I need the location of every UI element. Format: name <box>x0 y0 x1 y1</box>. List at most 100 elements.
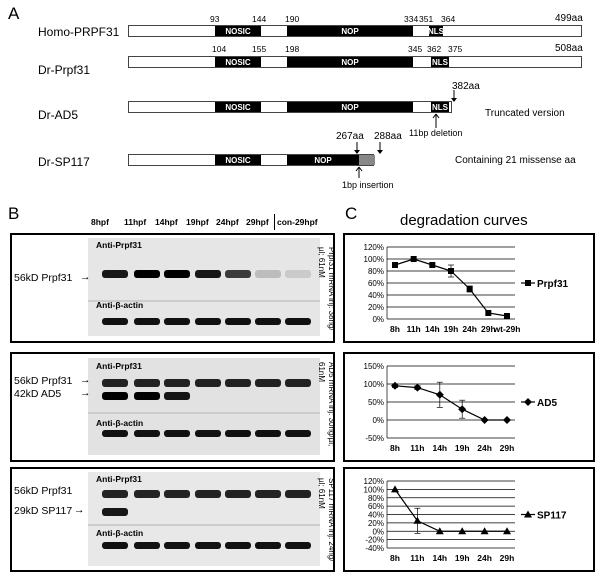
blot-band <box>225 270 251 278</box>
y-tick-label: -40% <box>365 544 384 553</box>
data-point <box>413 383 422 392</box>
y-tick-label: 60% <box>368 279 384 288</box>
x-tick-label: 11h <box>407 324 421 334</box>
blot-band <box>285 379 311 387</box>
blot-band <box>164 392 190 400</box>
legend-marker <box>524 510 532 518</box>
blot-band <box>102 270 128 278</box>
nop-domain: NOP <box>287 155 359 165</box>
data-point <box>448 268 454 274</box>
x-tick-label: 8h <box>390 443 400 453</box>
y-tick-label: 0% <box>372 527 384 536</box>
protein-length: 508aa <box>555 43 583 54</box>
degradation-chart-ad5: -50% 0% 50% 100% 150% 8h 11h 14h 19h 24h 29h AD5 <box>364 362 558 453</box>
blot-band <box>134 392 160 400</box>
legend-marker <box>525 280 531 286</box>
antibody-label: Anti-Prpf31 <box>96 361 142 371</box>
actin-band <box>102 542 128 549</box>
frameshift-position: 267aa <box>336 131 364 142</box>
band-arrow: → <box>80 374 91 386</box>
injection-note: Prpf31 mRNA inj: 38ng/µl; 61nM <box>316 247 336 337</box>
injection-note: AD5 mRNA inj: 30ng/µl; 61nM <box>316 362 336 452</box>
injection-note-text: Prpf31 mRNA inj: 38ng/µl; 61nM <box>317 247 336 331</box>
data-line <box>394 385 507 421</box>
y-tick-label: -20% <box>365 536 384 545</box>
blot-band <box>164 379 190 387</box>
band-label: 56kD Prpf31 <box>14 375 73 387</box>
blot-image <box>88 358 320 455</box>
injection-note-text: SP117 mRNA inj: 24ng/µl; 61nM <box>317 478 336 562</box>
y-tick-label: 20% <box>368 303 384 312</box>
lane-label: 24hpf <box>216 217 239 227</box>
blot-image <box>88 472 320 566</box>
y-tick-label: 60% <box>368 502 384 511</box>
data-point <box>503 527 511 535</box>
y-tick-label: 100% <box>364 255 384 264</box>
nosic-domain: NOSIC <box>215 102 261 112</box>
blot-band <box>134 490 160 498</box>
x-tick-label: 24h <box>477 443 492 453</box>
protein-bar: NOSIC NOP NLS <box>128 25 582 37</box>
x-tick-label: 24h <box>462 324 477 334</box>
actin-band <box>225 318 251 325</box>
actin-band <box>102 318 128 325</box>
actin-band <box>285 430 311 437</box>
antibody-label: Anti-β-actin <box>96 300 144 310</box>
deletion-label: 11bp deletion <box>409 128 463 138</box>
degradation-chart-prpf31: 0% 20% 40% 60% 80% 100% 120% 8h 11h 14h 19h 24h 29hw… <box>364 243 569 334</box>
chart-box-sp117 <box>343 467 595 572</box>
x-tick-label: wt-29h <box>493 324 521 334</box>
antibody-label: Anti-β-actin <box>96 418 144 428</box>
blot-band <box>102 490 128 498</box>
nls-domain: NLS <box>428 26 444 36</box>
protein-bar: NOSIC NOP <box>128 154 375 166</box>
actin-band <box>225 430 251 437</box>
blot-band <box>195 490 221 498</box>
blot-divider <box>88 524 320 526</box>
blot-band <box>102 392 128 400</box>
insertion-arrows <box>354 142 383 178</box>
protein-bar: NOSIC NOP NLS <box>128 56 582 68</box>
actin-band <box>225 542 251 549</box>
nosic-domain: NOSIC <box>215 26 261 36</box>
y-tick-label: 120% <box>364 477 384 486</box>
band-label: 29kD SP117 <box>14 505 73 517</box>
nop-domain: NOP <box>287 26 413 36</box>
actin-band <box>255 430 281 437</box>
lane-label: 29hpf <box>246 217 269 227</box>
y-tick-label: 0% <box>372 416 384 425</box>
data-point <box>413 516 422 524</box>
blot-band <box>102 508 128 516</box>
data-point <box>435 390 444 399</box>
position-number: 345 <box>408 44 423 54</box>
protein-note: Containing 21 missense aa <box>455 155 576 166</box>
y-tick-label: 50% <box>368 398 384 407</box>
x-tick-label: 14h <box>432 553 447 563</box>
lane-label: 8hpf <box>91 217 109 227</box>
blot-band <box>164 490 190 498</box>
nop-domain: NOP <box>287 57 413 67</box>
legend-marker <box>524 398 532 406</box>
y-tick-label: 100% <box>364 380 384 389</box>
band-label: 56kD Prpf31 <box>14 272 73 284</box>
data-point <box>429 262 436 268</box>
x-tick-label: 29h <box>500 553 515 563</box>
chart-title: degradation curves <box>400 212 528 229</box>
band-label: 56kD Prpf31 <box>14 485 73 497</box>
x-tick-label: 11h <box>410 553 424 563</box>
antibody-label: Anti-Prpf31 <box>96 474 142 484</box>
blot-divider <box>88 412 320 414</box>
injection-note: SP117 mRNA inj: 24ng/µl; 61nM <box>316 478 336 568</box>
y-tick-label: 80% <box>368 494 384 503</box>
data-point <box>504 313 510 319</box>
position-number: 104 <box>212 44 227 54</box>
missense-segment <box>359 155 375 165</box>
nls-domain: NLS <box>431 102 449 112</box>
legend-label: AD5 <box>537 398 557 409</box>
blot-image <box>88 238 320 336</box>
position-number: 375 <box>448 44 463 54</box>
data-point <box>480 527 489 535</box>
blot-band <box>285 490 311 498</box>
blot-band <box>225 490 251 498</box>
blot-band <box>255 490 281 498</box>
